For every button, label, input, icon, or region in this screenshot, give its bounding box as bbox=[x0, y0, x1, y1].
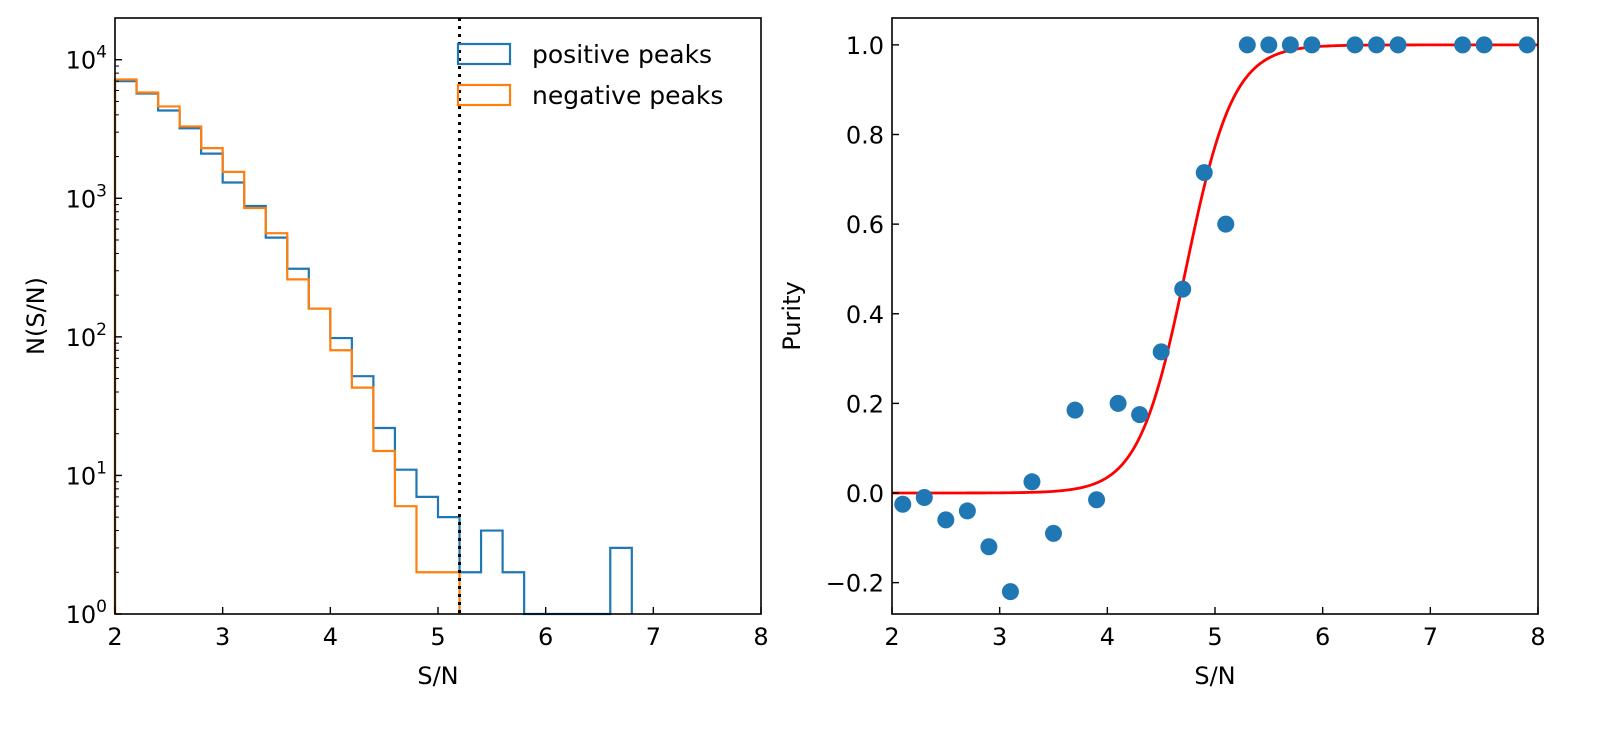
purity-y-tick-label: 0.6 bbox=[846, 211, 884, 239]
legend-label-negative: negative peaks bbox=[532, 81, 723, 110]
purity-data-point bbox=[1045, 524, 1062, 542]
purity-data-point bbox=[1281, 36, 1299, 54]
purity-data-point bbox=[1001, 583, 1019, 601]
histogram-panel: 2 3 4 5 6 7 8 100 101 102 103 104 S/N N(S/N) positi… bbox=[22, 17, 769, 690]
purity-data-point bbox=[1217, 215, 1235, 233]
histogram-x-tick-label: 5 bbox=[430, 623, 445, 651]
purity-x-tick-label: 7 bbox=[1423, 623, 1438, 651]
purity-data-point bbox=[980, 538, 998, 556]
purity-data-point bbox=[1152, 343, 1170, 361]
purity-ticks: 2 3 4 5 6 7 8 −0.2 0.0 0.2 0.4 0.6 0.8 1.0 bbox=[826, 32, 1546, 651]
purity-data-point bbox=[915, 488, 933, 506]
histogram-y-tick-label: 104 bbox=[66, 43, 107, 75]
histogram-x-axis-label: S/N bbox=[417, 662, 458, 690]
purity-x-axis-label: S/N bbox=[1194, 662, 1235, 690]
histogram-y-tick-label: 103 bbox=[66, 181, 107, 213]
legend-swatch-positive bbox=[456, 42, 512, 66]
purity-panel: 2 3 4 5 6 7 8 −0.2 0.0 0.2 0.4 0.6 0.8 1.0 S/N Purity bbox=[778, 17, 1546, 690]
purity-y-tick-label: 0.2 bbox=[846, 390, 884, 418]
purity-y-tick-label: 0.4 bbox=[846, 301, 884, 329]
histogram-legend: positive peaks negative peaks bbox=[456, 40, 723, 110]
histogram-x-tick-label: 8 bbox=[753, 623, 768, 651]
purity-data-point bbox=[1454, 36, 1472, 54]
purity-data-point bbox=[1131, 406, 1149, 424]
histogram-step-positive bbox=[113, 80, 633, 616]
purity-data-point bbox=[1066, 401, 1084, 419]
purity-y-tick-label: 0.8 bbox=[846, 122, 884, 150]
purity-plot-area bbox=[892, 36, 1538, 601]
purity-data-point bbox=[1389, 36, 1407, 54]
histogram-x-tick-label: 3 bbox=[215, 623, 230, 651]
purity-y-axis-label: Purity bbox=[778, 281, 806, 350]
histogram-plot-area bbox=[113, 18, 633, 616]
purity-data-point bbox=[1346, 36, 1364, 54]
legend-label-positive: positive peaks bbox=[532, 40, 712, 69]
histogram-y-tick-label: 101 bbox=[66, 458, 107, 490]
purity-data-point bbox=[1195, 164, 1213, 182]
purity-data-point bbox=[1518, 36, 1536, 54]
purity-data-point bbox=[894, 495, 912, 513]
purity-data-point bbox=[958, 502, 976, 520]
purity-fit-curve bbox=[892, 43, 1538, 495]
purity-x-tick-label: 6 bbox=[1315, 623, 1330, 651]
purity-data-point bbox=[1023, 473, 1041, 491]
purity-data-point bbox=[937, 511, 955, 529]
histogram-y-axis-label: N(S/N) bbox=[22, 277, 50, 355]
histogram-y-tick-label: 102 bbox=[66, 320, 107, 352]
purity-data-point bbox=[1303, 36, 1321, 54]
purity-data-point bbox=[1475, 36, 1493, 54]
purity-x-tick-label: 4 bbox=[1100, 623, 1115, 651]
purity-y-tick-label: 0.0 bbox=[846, 480, 884, 508]
purity-x-tick-label: 5 bbox=[1207, 623, 1222, 651]
purity-data-point bbox=[1260, 36, 1278, 54]
purity-data-point bbox=[1368, 36, 1385, 54]
legend-swatch-negative bbox=[456, 83, 512, 107]
purity-x-tick-label: 3 bbox=[992, 623, 1007, 651]
purity-data-point bbox=[1238, 36, 1256, 54]
purity-axes-frame bbox=[891, 17, 1539, 615]
histogram-y-tick-label: 100 bbox=[66, 597, 107, 629]
purity-y-tick-label: 1.0 bbox=[846, 32, 884, 60]
purity-data-point bbox=[1109, 394, 1127, 412]
histogram-ticks: 2 3 4 5 6 7 8 100 101 102 103 104 bbox=[66, 17, 769, 651]
histogram-x-tick-label: 6 bbox=[538, 623, 553, 651]
histogram-x-tick-label: 2 bbox=[107, 623, 122, 651]
histogram-x-tick-label: 4 bbox=[323, 623, 338, 651]
purity-data-point bbox=[1088, 491, 1106, 509]
purity-x-tick-label: 8 bbox=[1530, 623, 1545, 651]
purity-y-tick-label: −0.2 bbox=[826, 570, 884, 598]
histogram-x-tick-label: 7 bbox=[646, 623, 661, 651]
histogram-step-negative bbox=[113, 78, 461, 614]
purity-data-point bbox=[1174, 280, 1192, 298]
purity-x-tick-label: 2 bbox=[884, 623, 899, 651]
